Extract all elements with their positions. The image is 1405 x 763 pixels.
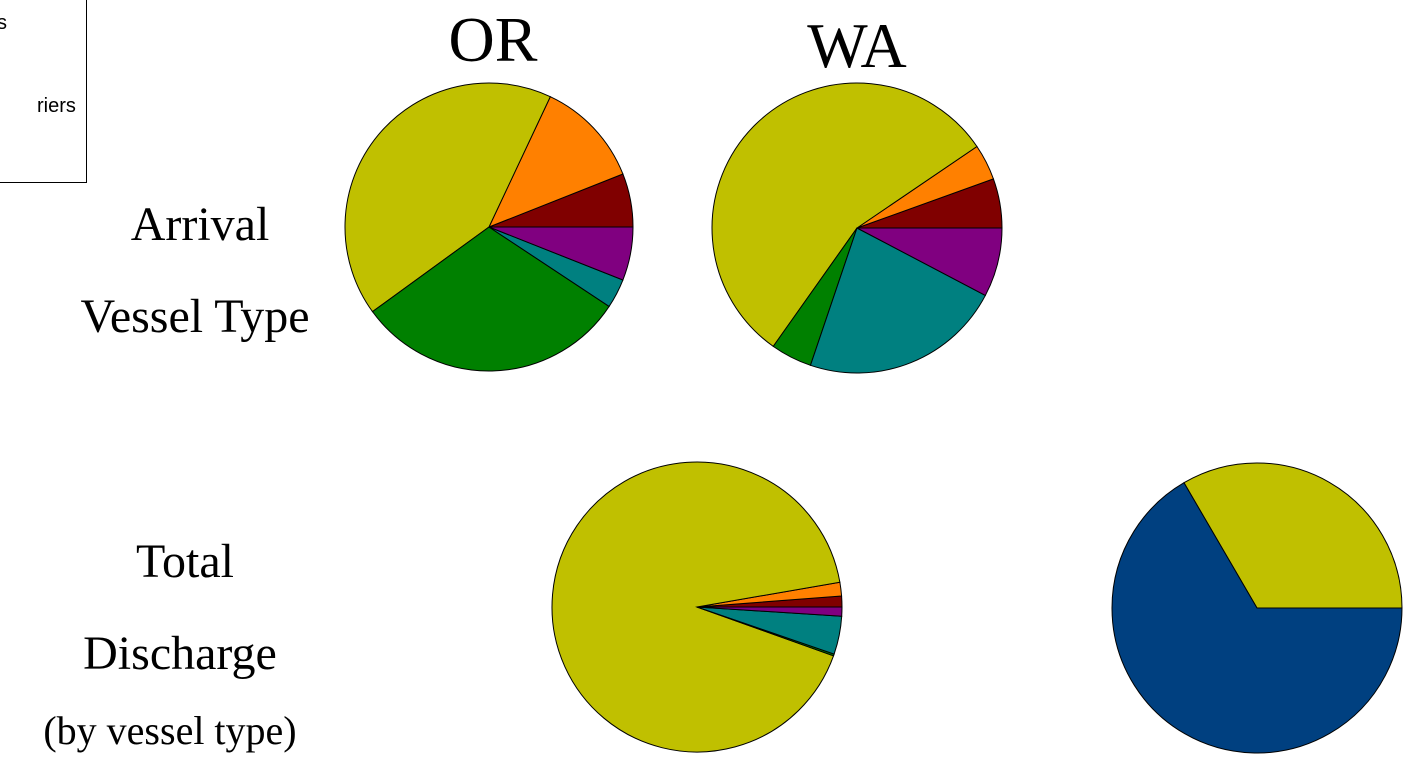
pie-slice-olive [1183, 462, 1403, 609]
pie-slice-purple [696, 606, 843, 617]
pie-chart-4 [1111, 462, 1403, 754]
pie-slice-green [371, 226, 610, 372]
pie-slice-teal [809, 227, 987, 374]
pie-slice-purple [856, 227, 1003, 297]
row-label-discharge-3: (by vessel type) [43, 708, 297, 753]
pie-slice-olive [344, 82, 551, 313]
legend: s riers [0, 0, 87, 183]
legend-item-1: s [0, 12, 7, 35]
pie-slice-orange [488, 96, 624, 228]
pie-slice-navy [1111, 482, 1403, 754]
pie-chart-3 [551, 461, 843, 753]
pie-slice-olive [551, 461, 841, 753]
legend-item-2: riers [37, 95, 76, 117]
header-wa: WA [807, 10, 907, 81]
pie-slice-purple [488, 226, 634, 281]
pie-chart-1 [344, 82, 634, 372]
row-label-discharge-2: Discharge [83, 627, 277, 680]
pie-slice-olive [711, 82, 978, 348]
header-or: OR [448, 4, 538, 75]
row-label-arrival-2: Vessel Type [80, 290, 310, 343]
row-label-arrival-1: Arrival [130, 198, 270, 251]
row-label-discharge-1: Total [136, 535, 234, 588]
pie-chart-2 [711, 82, 1003, 374]
